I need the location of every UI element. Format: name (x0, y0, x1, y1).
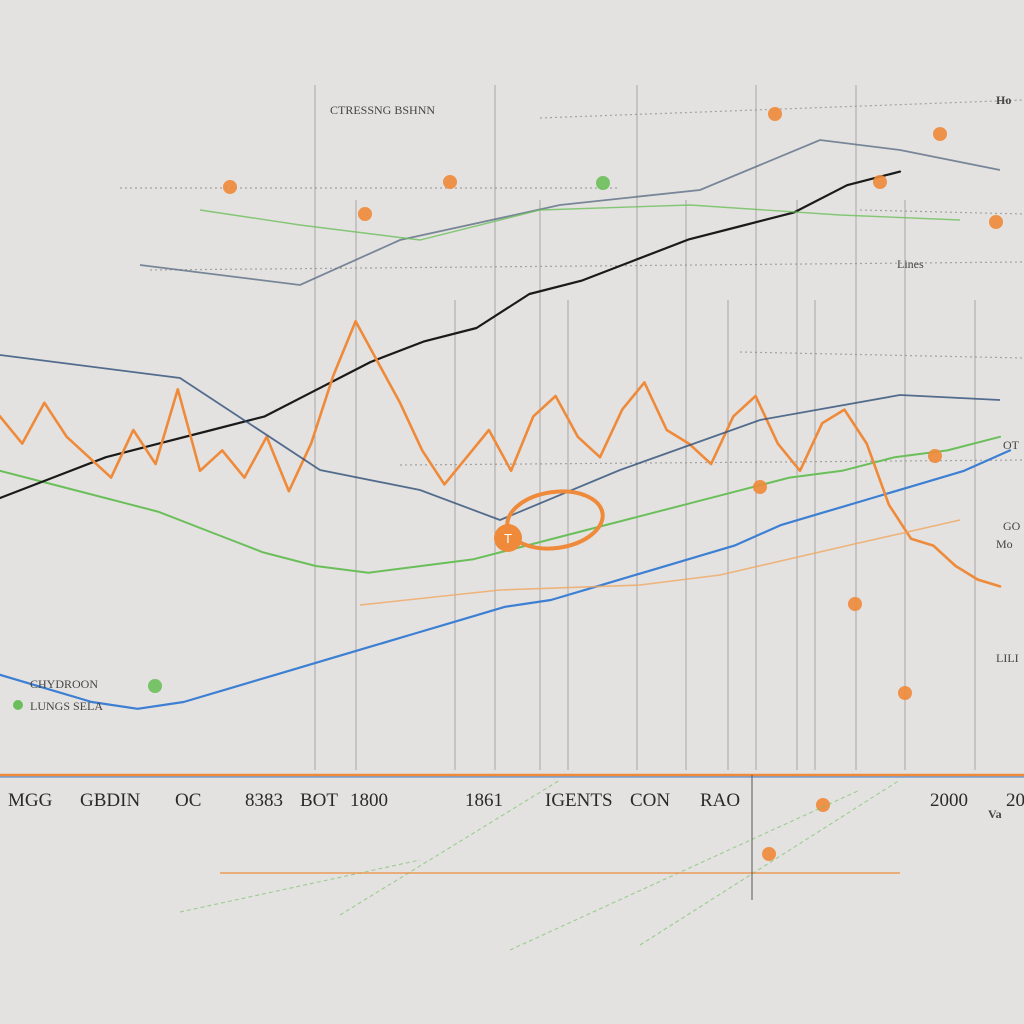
x-tick-label: 1800 (350, 790, 388, 811)
x-tick-label: 20 (1006, 790, 1024, 811)
series-layer (0, 139, 1012, 710)
highlight-dot (494, 524, 522, 552)
legend-left: CHYDROON LUNGS SELA (13, 677, 103, 713)
right-label-2: OT (1003, 438, 1020, 452)
x-tick-label: 8383 (245, 790, 283, 811)
highlight-dot-label: T (504, 531, 512, 546)
marker-dot (933, 127, 947, 141)
right-labels: Ho Lines OT GO Mo LILI Va (897, 93, 1021, 821)
dotted-band-line (539, 99, 1024, 119)
right-label-4: Mo (996, 537, 1013, 551)
right-label-1: Lines (897, 257, 924, 271)
series-line-faint (359, 519, 961, 606)
highlight-marker: T (494, 489, 605, 552)
legend-dot-green (13, 700, 23, 710)
x-tick-label: OC (175, 790, 201, 811)
marker-dot (443, 175, 457, 189)
scribble-line (179, 859, 421, 913)
series-line-2 (0, 449, 1012, 710)
right-label-3: GO (1003, 519, 1021, 533)
decorative-markers (148, 107, 1003, 951)
x-tick-label: CON (630, 790, 670, 811)
series-line-0 (0, 319, 1002, 588)
grid-lines (314, 85, 976, 770)
chart-title: CTRESSNG BSHNN (330, 103, 435, 117)
x-tick-label: IGENTS (545, 790, 613, 811)
marker-dot (928, 449, 942, 463)
marker-dot (762, 847, 776, 861)
marker-dot (873, 175, 887, 189)
dotted-band-lines (120, 99, 1024, 466)
x-tick-label: RAO (700, 790, 740, 811)
x-tick-label: 2000 (930, 790, 968, 811)
marker-dot (768, 107, 782, 121)
series-line-3 (0, 435, 1001, 574)
x-tick-label: 1861 (465, 790, 503, 811)
marker-dot (989, 215, 1003, 229)
series-line-faint (199, 204, 961, 241)
marker-dot (148, 679, 162, 693)
dotted-band-line (859, 209, 1024, 215)
series-line-1 (0, 170, 902, 500)
marker-dot (848, 597, 862, 611)
scribble-line (339, 779, 561, 916)
x-tick-label: MGG (8, 790, 53, 811)
marker-dot (223, 180, 237, 194)
scribble-line (509, 789, 861, 951)
right-label-5: LILI (996, 651, 1019, 665)
right-label-0: Ho (996, 93, 1011, 107)
axis-caption-right: Va (988, 807, 1002, 821)
marker-dot (358, 207, 372, 221)
legend-item-0: CHYDROON (30, 677, 98, 691)
dotted-band-line (399, 459, 1024, 466)
scribble-line (639, 779, 901, 946)
x-tick-label: GBDIN (80, 790, 140, 811)
dotted-band-line (149, 261, 1024, 271)
dotted-band-line (739, 351, 1024, 359)
marker-dot (816, 798, 830, 812)
x-tick-labels: MGG GBDIN OC 8383 BOT 1800 1861 IGENTS CON RAO 200… (8, 790, 1024, 811)
marker-dot (753, 480, 767, 494)
marker-dot (596, 176, 610, 190)
x-tick-label: BOT (300, 790, 338, 811)
series-line-faint (139, 139, 1001, 286)
series-line-faint (0, 354, 1001, 521)
legend-item-1: LUNGS SELA (30, 699, 103, 713)
marker-dot (898, 686, 912, 700)
